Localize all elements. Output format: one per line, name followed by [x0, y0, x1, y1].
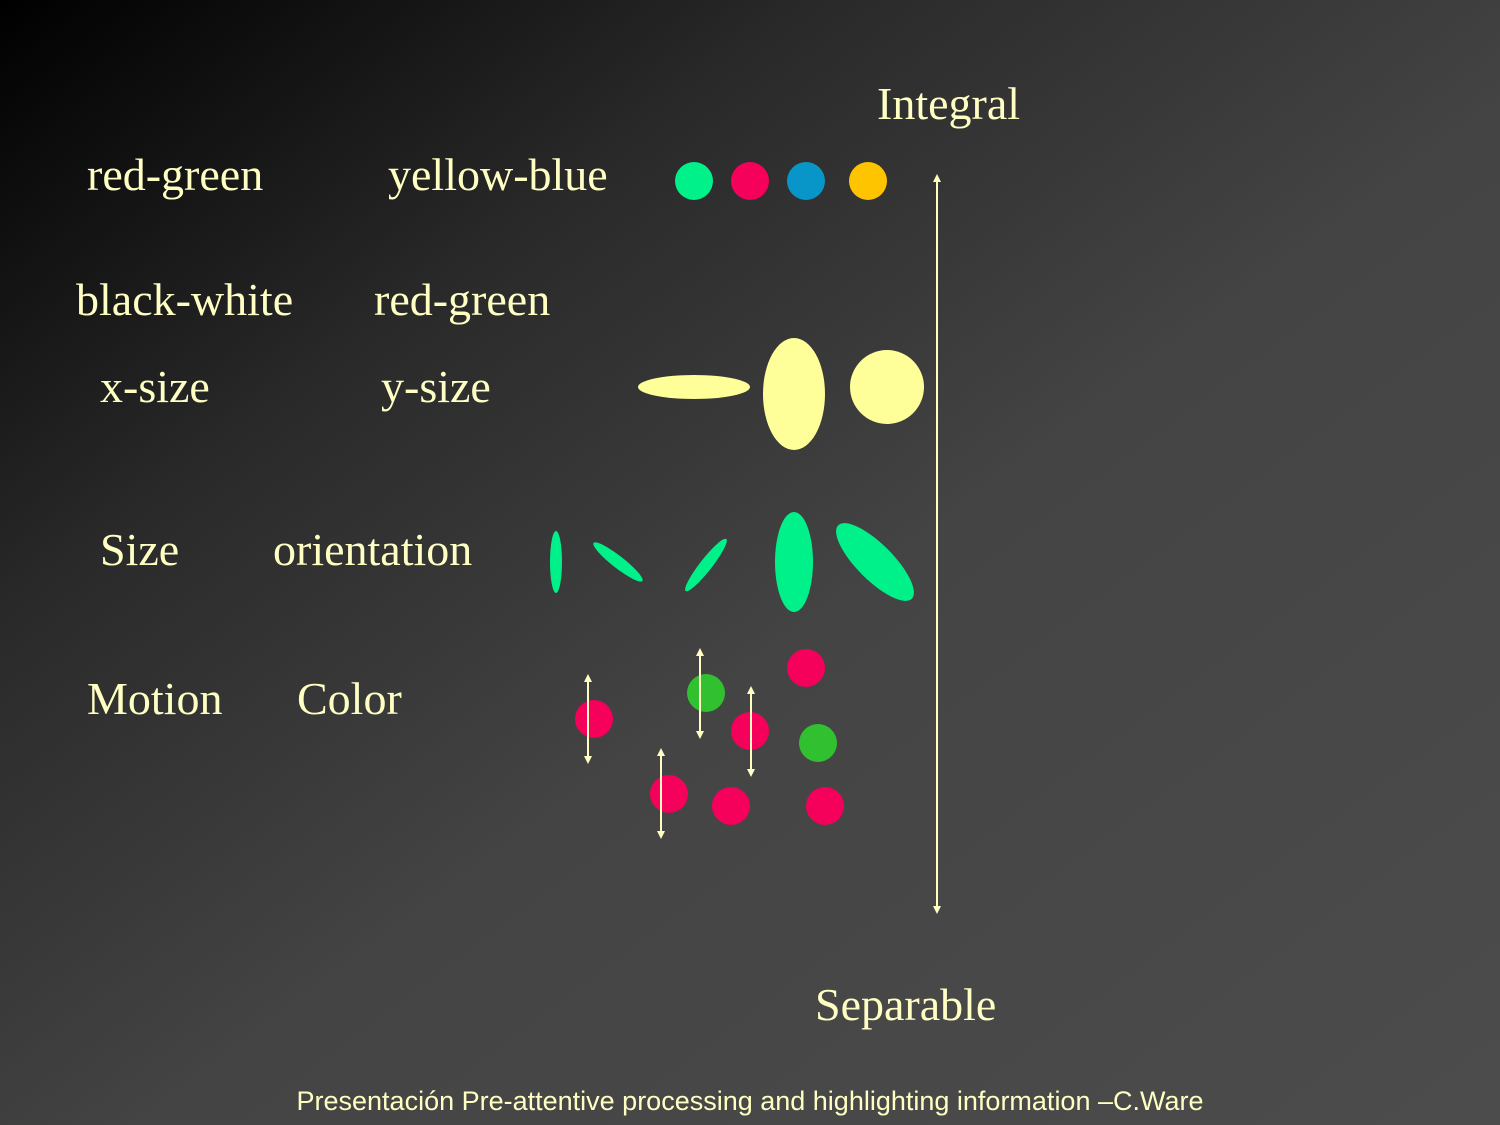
row1-right-label: yellow-blue — [388, 149, 608, 200]
row1-left-label: red-green — [87, 149, 264, 200]
orientation-ellipses-row — [550, 512, 914, 612]
row5-right-label: Color — [297, 673, 402, 724]
color-dots-row — [675, 162, 887, 200]
wide-ellipse — [638, 375, 750, 399]
footer-caption: Presentación Pre-attentive processing an… — [296, 1086, 1204, 1116]
magenta-dot — [650, 775, 688, 813]
row4-left-label: Size — [100, 524, 180, 575]
small-tilted-right-ellipse — [685, 538, 727, 592]
separable-label: Separable — [815, 979, 997, 1030]
large-vertical-ellipse — [775, 512, 813, 612]
row5-left-label: Motion — [87, 673, 223, 724]
green-dot — [799, 724, 837, 762]
yellow-dot — [849, 162, 887, 200]
row3-right-label: y-size — [381, 361, 491, 412]
round-shape — [850, 350, 924, 424]
motion-color-dots-row — [575, 648, 844, 839]
green-dot — [687, 674, 725, 712]
magenta-dot — [712, 787, 750, 825]
blue-dot — [787, 162, 825, 200]
small-vertical-ellipse — [550, 531, 562, 593]
row2-left-label: black-white — [76, 274, 294, 325]
small-tilted-left-ellipse — [593, 542, 643, 582]
row2-right-label: red-green — [374, 274, 551, 325]
magenta-dot — [787, 649, 825, 687]
tall-ellipse — [763, 338, 825, 450]
row4-right-label: orientation — [273, 524, 473, 575]
magenta-dot — [575, 700, 613, 738]
size-ellipses-row — [638, 338, 924, 450]
row3-left-label: x-size — [100, 361, 210, 412]
magenta-dot — [806, 787, 844, 825]
large-tilted-ellipse — [836, 523, 914, 601]
magenta-dot — [731, 162, 769, 200]
green-dot — [675, 162, 713, 200]
integral-label: Integral — [877, 78, 1021, 129]
